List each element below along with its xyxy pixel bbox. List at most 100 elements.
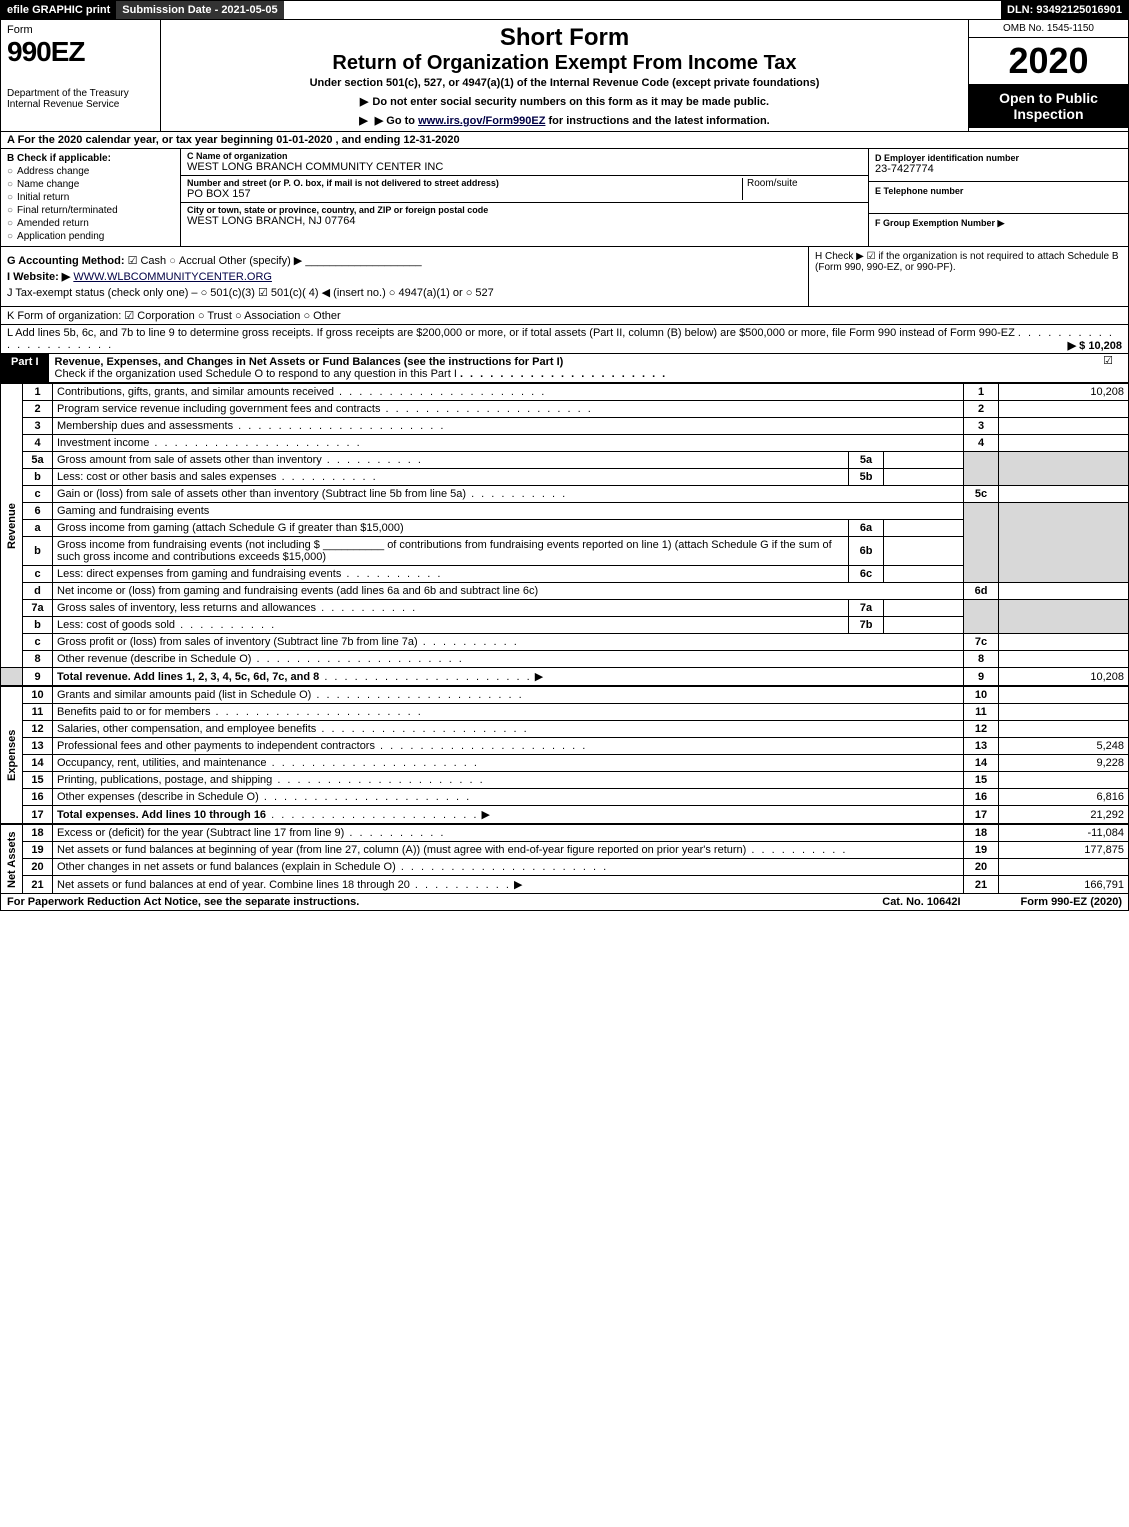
l5-shade2: [999, 452, 1129, 486]
revenue-table: Revenue 1 Contributions, gifts, grants, …: [0, 383, 1129, 686]
l7a-text: Gross sales of inventory, less returns a…: [57, 602, 417, 614]
line-11: 11 Benefits paid to or for members 11: [1, 704, 1129, 721]
footer-right: Form 990-EZ (2020): [1021, 896, 1122, 908]
l2-num: 2: [23, 401, 53, 418]
expenses-table: Expenses 10 Grants and similar amounts p…: [0, 686, 1129, 824]
c-city-row: City or town, state or province, country…: [181, 203, 868, 246]
g-accrual[interactable]: Accrual: [169, 255, 215, 267]
l3-cn: 3: [964, 418, 999, 435]
row-h: H Check ▶ ☑ if the organization is not r…: [808, 247, 1128, 306]
l6b-mb: 6b: [849, 537, 884, 566]
l13-cn: 13: [964, 738, 999, 755]
part1-header: Part I Revenue, Expenses, and Changes in…: [0, 354, 1129, 383]
line-6a: a Gross income from gaming (attach Sched…: [1, 520, 1129, 537]
line-20: 20 Other changes in net assets or fund b…: [1, 859, 1129, 876]
form-header: Form 990EZ Department of the Treasury In…: [0, 20, 1129, 132]
l21-dots: [410, 879, 511, 891]
l15-val: [999, 772, 1129, 789]
line-21: 21 Net assets or fund balances at end of…: [1, 876, 1129, 894]
vlabel-revenue: Revenue: [1, 384, 23, 668]
efile-graphic-print[interactable]: efile GRAPHIC print: [1, 1, 116, 19]
line-19: 19 Net assets or fund balances at beginn…: [1, 842, 1129, 859]
l7a-num: 7a: [23, 600, 53, 617]
line-8: 8 Other revenue (describe in Schedule O)…: [1, 651, 1129, 668]
chk-initial-return[interactable]: Initial return: [7, 192, 174, 203]
note-ssn: Do not enter social security numbers on …: [167, 95, 962, 108]
l12-val: [999, 721, 1129, 738]
l6c-mb: 6c: [849, 566, 884, 583]
i-website[interactable]: WWW.WLBCOMMUNITYCENTER.ORG: [73, 271, 272, 283]
l14-num: 14: [23, 755, 53, 772]
h-text: H Check ▶ ☑ if the organization is not r…: [815, 251, 1119, 273]
line-10: Expenses 10 Grants and similar amounts p…: [1, 687, 1129, 704]
row-l: L Add lines 5b, 6c, and 7b to line 9 to …: [0, 325, 1129, 354]
line-5a: 5a Gross amount from sale of assets othe…: [1, 452, 1129, 469]
l1-text: Contributions, gifts, grants, and simila…: [57, 386, 546, 398]
irs-link[interactable]: www.irs.gov/Form990EZ: [418, 115, 545, 127]
row-a-tax-year: A For the 2020 calendar year, or tax yea…: [0, 132, 1129, 149]
netassets-table: Net Assets 18 Excess or (deficit) for th…: [0, 824, 1129, 894]
c-addr-label: Number and street (or P. O. box, if mail…: [187, 178, 742, 188]
l11-cn: 11: [964, 704, 999, 721]
l11-val: [999, 704, 1129, 721]
g-other-line: ___________________: [305, 255, 421, 267]
chk-address-change[interactable]: Address change: [7, 166, 174, 177]
l3-val: [999, 418, 1129, 435]
line-13: 13 Professional fees and other payments …: [1, 738, 1129, 755]
chk-amended-return[interactable]: Amended return: [7, 218, 174, 229]
l14-cn: 14: [964, 755, 999, 772]
l12-num: 12: [23, 721, 53, 738]
g-label: G Accounting Method:: [7, 255, 125, 267]
i-label: I Website: ▶: [7, 271, 70, 283]
l16-num: 16: [23, 789, 53, 806]
vlabel-netassets: Net Assets: [1, 825, 23, 894]
l6a-mbval: [884, 520, 964, 537]
c-room-suite: Room/suite: [742, 178, 862, 200]
g-other[interactable]: Other (specify) ▶: [219, 255, 303, 267]
l-text: L Add lines 5b, 6c, and 7b to line 9 to …: [7, 327, 1015, 339]
l7c-cn: 7c: [964, 634, 999, 651]
footer-spacer2: [961, 896, 1021, 908]
l16-cn: 16: [964, 789, 999, 806]
l8-text: Other revenue (describe in Schedule O): [57, 653, 464, 665]
page-footer: For Paperwork Reduction Act Notice, see …: [0, 894, 1129, 911]
line-7c: c Gross profit or (loss) from sales of i…: [1, 634, 1129, 651]
l6c-num: c: [23, 566, 53, 583]
c-addr-row: Number and street (or P. O. box, if mail…: [181, 176, 868, 203]
line-6b: b Gross income from fundraising events (…: [1, 537, 1129, 566]
l6a-num: a: [23, 520, 53, 537]
part1-dots: [460, 368, 667, 380]
l4-cn: 4: [964, 435, 999, 452]
part1-title: Revenue, Expenses, and Changes in Net As…: [55, 356, 564, 368]
l20-num: 20: [23, 859, 53, 876]
l17-dots: [266, 809, 478, 821]
l14-val: 9,228: [999, 755, 1129, 772]
g-cash[interactable]: Cash: [128, 255, 167, 267]
form-label: Form: [7, 24, 154, 36]
l3-text: Membership dues and assessments: [57, 420, 445, 432]
l5-shade1: [964, 452, 999, 486]
section-gh: G Accounting Method: Cash Accrual Other …: [0, 247, 1129, 307]
l18-dots: [344, 827, 445, 839]
title-return: Return of Organization Exempt From Incom…: [167, 52, 962, 75]
l13-num: 13: [23, 738, 53, 755]
chk-application-pending[interactable]: Application pending: [7, 231, 174, 242]
l5c-num: c: [23, 486, 53, 503]
l19-val: 177,875: [999, 842, 1129, 859]
l18-num: 18: [23, 825, 53, 842]
part1-check[interactable]: ☑: [1088, 354, 1128, 382]
l2-val: [999, 401, 1129, 418]
c-org-row: C Name of organization WEST LONG BRANCH …: [181, 149, 868, 176]
part1-desc: Revenue, Expenses, and Changes in Net As…: [49, 354, 1088, 382]
e-label: E Telephone number: [875, 186, 1122, 196]
l15-text: Printing, publications, postage, and shi…: [57, 774, 485, 786]
l17-val: 21,292: [999, 806, 1129, 824]
gh-left: G Accounting Method: Cash Accrual Other …: [1, 247, 808, 306]
header-left: Form 990EZ Department of the Treasury In…: [1, 20, 161, 131]
l15-cn: 15: [964, 772, 999, 789]
section-f: F Group Exemption Number ▶: [869, 214, 1128, 246]
top-bar: efile GRAPHIC print Submission Date - 20…: [0, 0, 1129, 20]
l6c-mbval: [884, 566, 964, 583]
chk-final-return[interactable]: Final return/terminated: [7, 205, 174, 216]
chk-name-change[interactable]: Name change: [7, 179, 174, 190]
